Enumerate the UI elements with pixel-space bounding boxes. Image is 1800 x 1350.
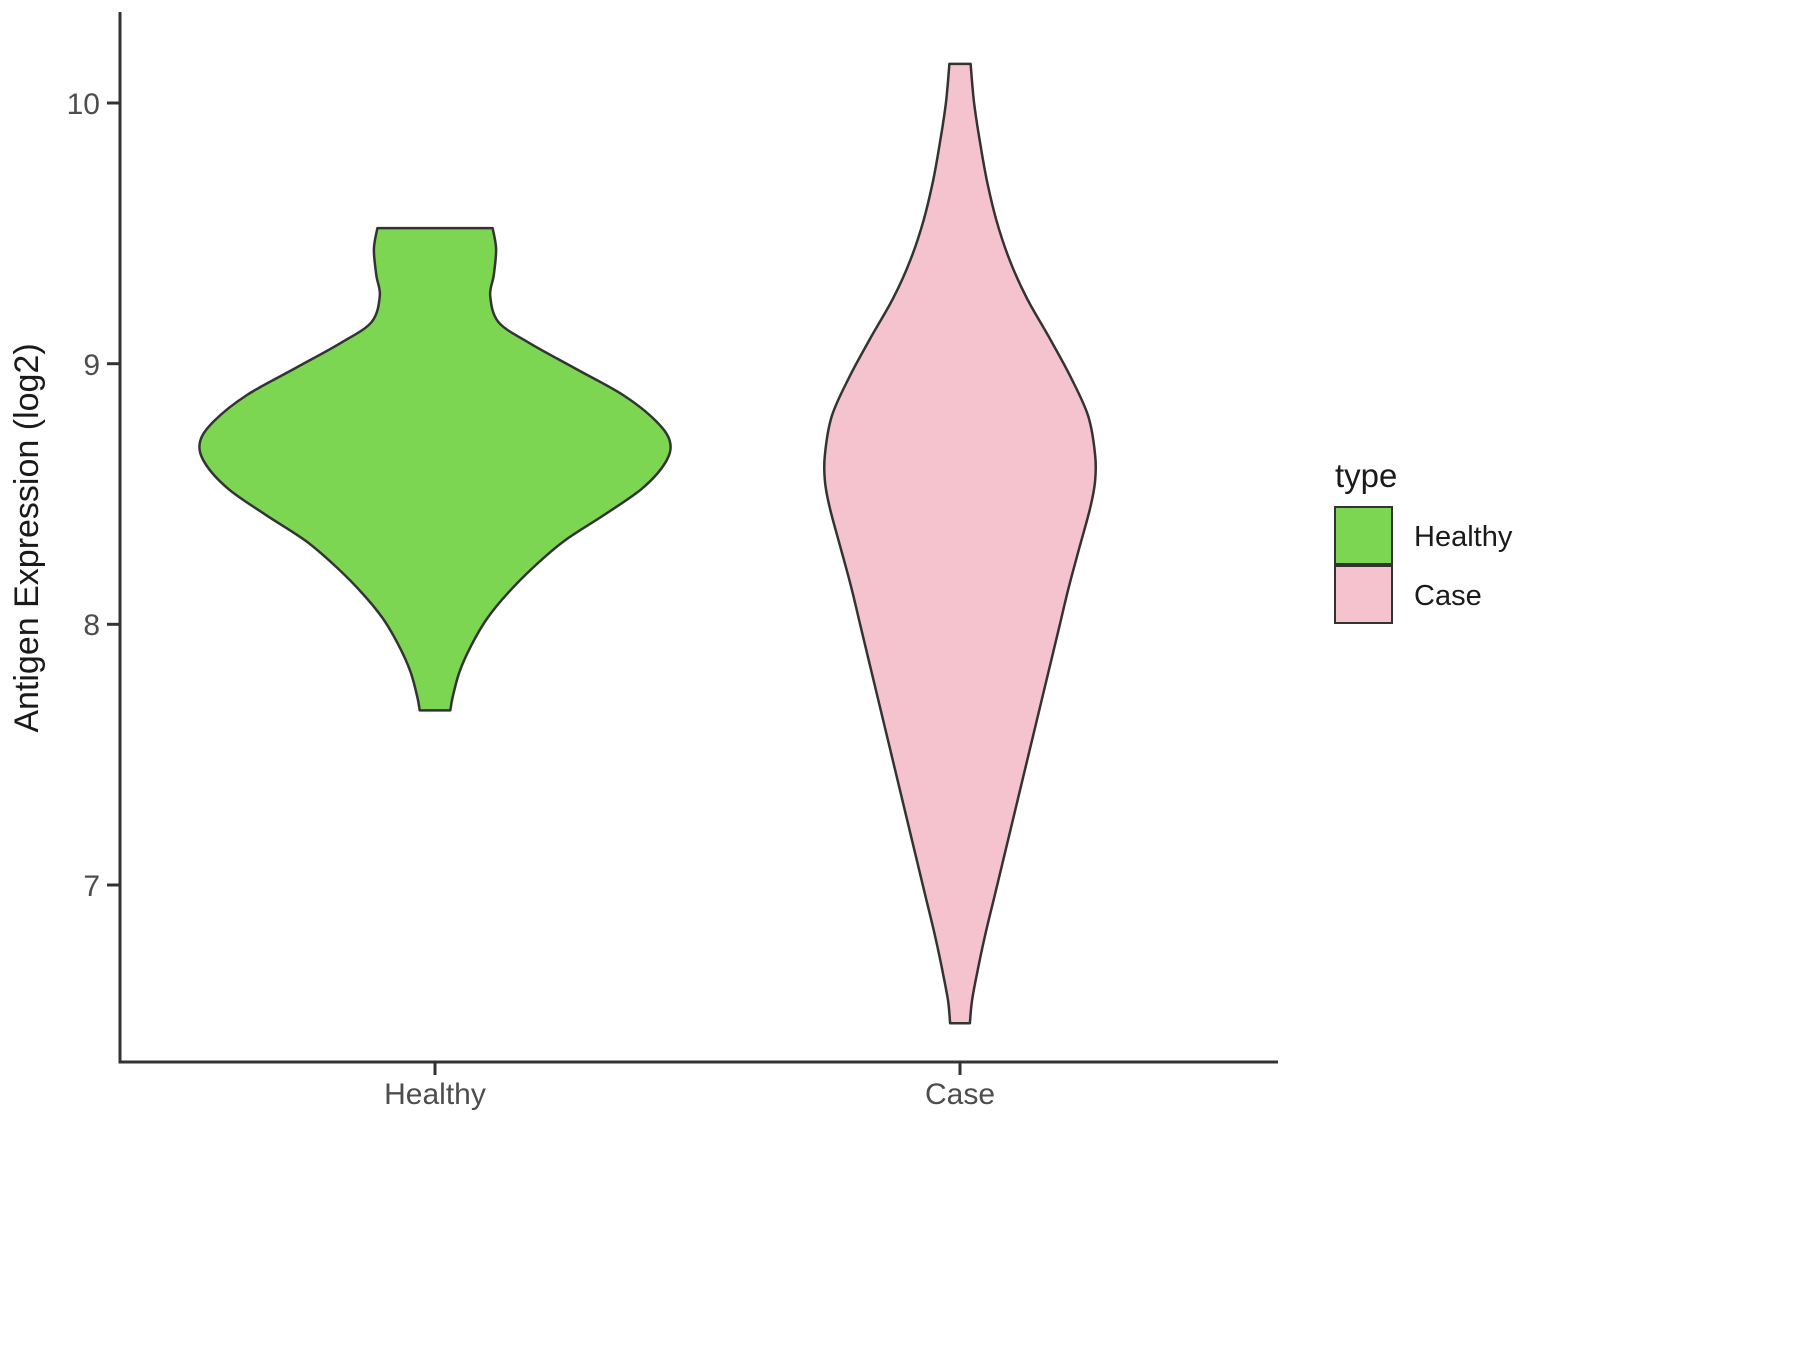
y-tick-label-8: 8 <box>83 609 100 642</box>
plot-panel <box>107 12 1278 1075</box>
x-category-labels: Healthy Case <box>384 1078 995 1111</box>
violin-healthy <box>198 226 672 712</box>
violin-case <box>822 62 1098 1025</box>
legend-key-case <box>1334 565 1393 624</box>
y-axis-title: Antigen Expression (log2) <box>8 343 46 732</box>
legend-label-case: Case <box>1414 580 1482 612</box>
legend: type Healthy Case <box>1334 457 1513 624</box>
y-tick-label-9: 9 <box>83 349 100 382</box>
x-label-case: Case <box>925 1078 995 1111</box>
y-tick-label-7: 7 <box>83 870 100 903</box>
legend-key-healthy <box>1334 506 1393 565</box>
y-tick-label-10: 10 <box>67 88 100 121</box>
x-label-healthy: Healthy <box>384 1078 486 1111</box>
legend-title: type <box>1335 457 1397 494</box>
legend-label-healthy: Healthy <box>1414 521 1513 553</box>
y-tick-labels: 10 9 8 7 <box>67 88 100 903</box>
